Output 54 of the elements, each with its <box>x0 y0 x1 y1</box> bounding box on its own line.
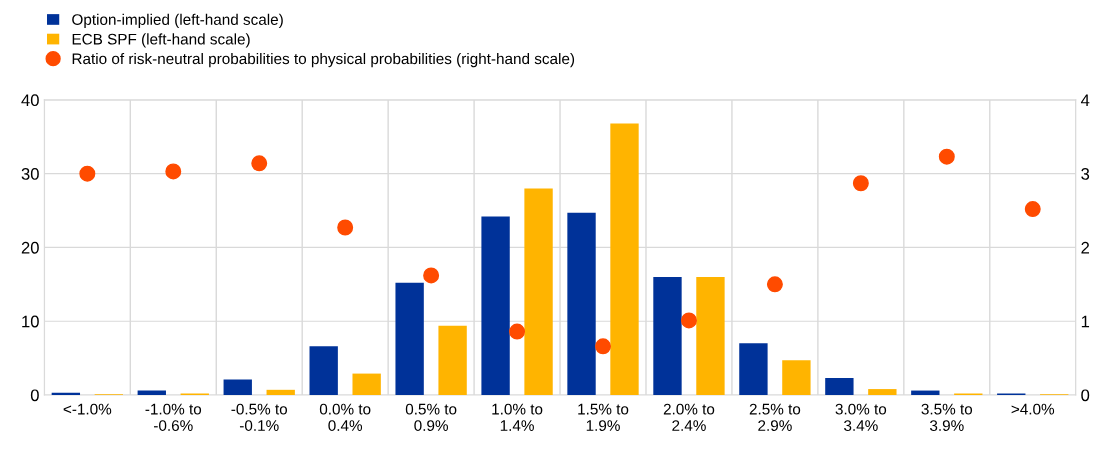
point <box>680 312 697 329</box>
bar <box>223 379 252 395</box>
bar <box>567 212 596 395</box>
bar <box>653 276 682 395</box>
point <box>337 219 354 236</box>
x-tick-label: 3.5% to 3.9% <box>921 403 973 431</box>
y-tick-label: 20 <box>21 241 39 254</box>
x-tick-label: 0.5% to 0.9% <box>405 403 457 431</box>
y2-tick-label: 1 <box>1081 315 1090 328</box>
point <box>165 163 182 180</box>
point <box>1024 201 1041 218</box>
y2-tick-label: 0 <box>1081 389 1090 402</box>
y2-tick-label: 2 <box>1081 241 1090 254</box>
x-tick-label: -0.5% to -0.1% <box>231 403 288 431</box>
bar <box>825 378 854 395</box>
bar <box>395 282 424 395</box>
y-tick-label: 40 <box>21 94 39 107</box>
bar <box>352 373 381 395</box>
legend-label: ECB SPF (left-hand scale) <box>72 33 250 48</box>
y2-tick-label: 4 <box>1080 94 1090 106</box>
legend-label: Ratio of risk-neutral probabilities to physical probabilities (right-hand scale) <box>72 52 575 68</box>
x-tick-label: 2.0% to 2.4% <box>663 403 715 431</box>
y-tick-label: 30 <box>21 168 39 180</box>
bar <box>309 346 338 395</box>
point <box>79 165 96 182</box>
bar <box>739 343 768 395</box>
bar <box>782 360 811 395</box>
bar <box>266 389 295 395</box>
y2-tick-label: 3 <box>1081 168 1090 180</box>
legend-label: Option-implied (left-hand scale) <box>72 13 283 28</box>
bar <box>438 325 467 395</box>
bar <box>481 216 510 395</box>
x-tick-label: <-1.0% <box>63 403 112 415</box>
x-tick-label: >4.0% <box>1011 403 1055 415</box>
x-tick-label: 2.5% to 2.9% <box>749 403 801 431</box>
bar <box>868 389 897 395</box>
x-tick-label: 0.0% to 0.4% <box>319 403 371 431</box>
point <box>852 175 869 192</box>
x-tick-label: -1.0% to -0.6% <box>145 403 202 431</box>
bar <box>524 188 553 395</box>
point <box>766 276 783 293</box>
point <box>251 155 268 172</box>
bar <box>911 390 940 395</box>
x-tick-label: 1.5% to 1.9% <box>578 403 629 431</box>
x-tick-label: 1.0% to 1.4% <box>492 403 543 431</box>
y-tick-label: 10 <box>22 315 39 328</box>
point <box>423 267 440 284</box>
point <box>595 338 611 355</box>
y-tick-label: 0 <box>30 389 39 402</box>
point <box>509 323 526 340</box>
x-tick-label: 3.0% to 3.4% <box>835 403 887 431</box>
bar <box>610 123 639 395</box>
point <box>938 148 955 165</box>
bar <box>696 276 725 395</box>
